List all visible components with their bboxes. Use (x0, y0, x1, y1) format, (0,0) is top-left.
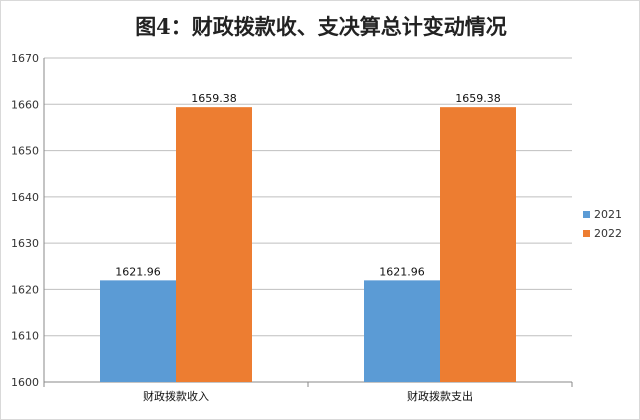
bar-2022 (440, 107, 516, 382)
data-label: 1659.38 (455, 92, 501, 105)
legend-swatch-2022 (583, 230, 590, 237)
data-label: 1659.38 (191, 92, 237, 105)
bar-2022 (176, 107, 252, 382)
legend-label: 2021 (594, 208, 622, 221)
y-tick-label: 1670 (11, 52, 39, 65)
bar-2021 (364, 280, 440, 382)
y-tick-label: 1650 (11, 145, 39, 158)
y-tick-label: 1660 (11, 98, 39, 111)
y-tick-label: 1620 (11, 283, 39, 296)
data-label: 1621.96 (115, 265, 161, 278)
y-tick-label: 1630 (11, 237, 39, 250)
y-tick-label: 1610 (11, 330, 39, 343)
category-label: 财政拨款收入 (143, 389, 209, 403)
y-tick-label: 1600 (11, 376, 39, 389)
category-label: 财政拨款支出 (407, 389, 473, 403)
legend-swatch-2021 (583, 211, 590, 218)
data-label: 1621.96 (379, 265, 425, 278)
chart-title: 图4：财政拨款收、支决算总计变动情况 (135, 14, 507, 39)
legend-label: 2022 (594, 227, 622, 240)
bar-2021 (100, 280, 176, 382)
y-tick-label: 1640 (11, 191, 39, 204)
